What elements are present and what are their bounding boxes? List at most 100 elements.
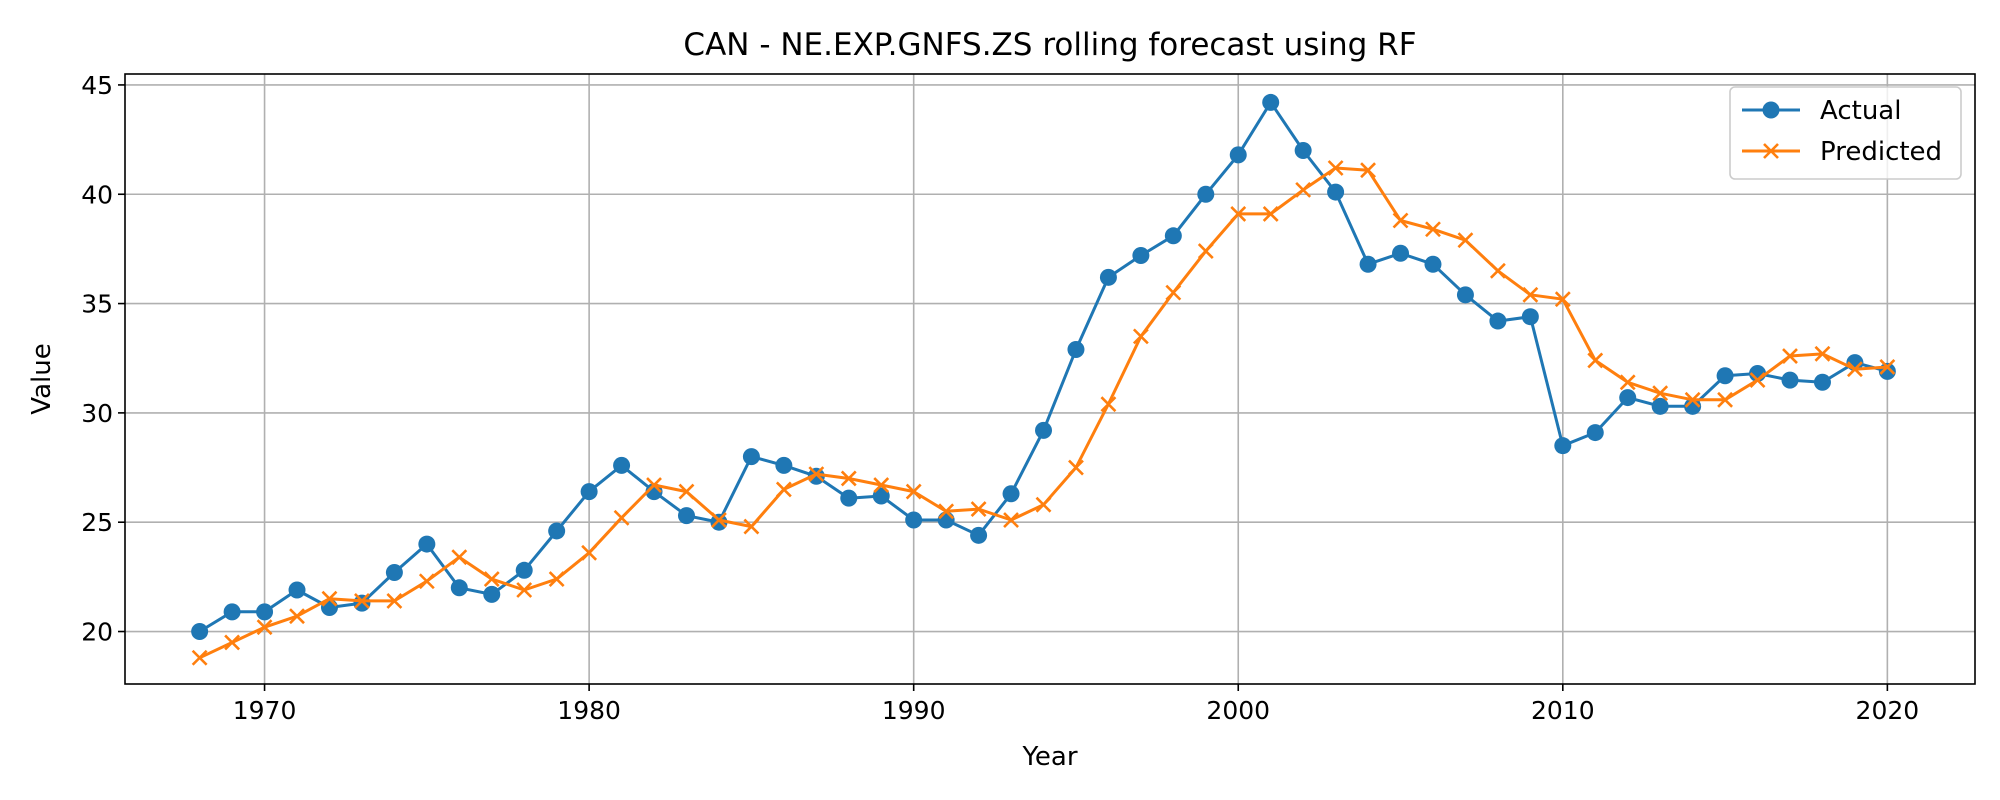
data-point-predicted <box>1197 243 1214 260</box>
data-point-predicted <box>386 592 403 609</box>
data-point-actual <box>1164 227 1182 245</box>
data-point-predicted <box>775 481 792 498</box>
data-point-actual <box>872 487 890 505</box>
x-tick-label: 1970 <box>233 696 297 725</box>
data-point-predicted <box>1262 206 1279 222</box>
data-point-actual <box>1521 308 1539 326</box>
data-point-predicted <box>1295 181 1312 198</box>
data-point-predicted <box>1457 232 1474 249</box>
data-point-predicted <box>1003 512 1019 528</box>
data-point-predicted <box>970 501 987 518</box>
data-point-actual <box>1424 255 1442 273</box>
data-point-actual <box>1262 93 1280 111</box>
legend-predicted-label: Predicted <box>1820 137 1942 167</box>
data-point-predicted <box>1684 391 1701 408</box>
data-point-actual <box>613 456 631 474</box>
x-tick-label: 1980 <box>557 696 621 725</box>
data-point-actual <box>742 448 760 466</box>
data-point-actual <box>191 623 209 641</box>
plot-frame <box>124 73 1976 685</box>
data-point-actual <box>1132 246 1150 264</box>
y-tick-label: 25 <box>81 508 113 537</box>
data-point-actual <box>937 511 955 529</box>
data-point-predicted <box>646 477 662 493</box>
data-point-predicted <box>1100 396 1117 413</box>
x-tick-label: 2020 <box>1856 696 1920 725</box>
data-point-actual <box>1229 146 1247 164</box>
data-point-actual <box>1684 397 1702 415</box>
data-point-actual <box>418 535 436 553</box>
data-point-actual <box>580 483 598 501</box>
data-point-predicted <box>743 518 760 535</box>
data-point-actual <box>1586 424 1604 442</box>
data-point-actual <box>288 581 306 599</box>
data-point-actual <box>1781 371 1799 389</box>
data-point-actual <box>1651 397 1669 415</box>
data-point-predicted <box>321 590 338 607</box>
data-point-actual <box>1067 340 1085 358</box>
data-point-predicted <box>516 582 533 598</box>
data-point-predicted <box>1652 385 1669 402</box>
data-point-predicted <box>1554 291 1571 308</box>
data-point-predicted <box>1165 284 1182 301</box>
data-point-predicted <box>613 509 630 526</box>
data-point-actual <box>450 579 468 597</box>
legend-actual-marker <box>1762 101 1780 119</box>
legend: Actual Predicted <box>1729 86 1962 180</box>
data-point-predicted <box>1132 328 1149 345</box>
data-point-predicted <box>581 544 598 561</box>
legend-actual-label: Actual <box>1820 96 1901 126</box>
data-point-actual <box>1294 142 1312 160</box>
y-tick-label: 30 <box>81 399 113 428</box>
data-point-actual <box>1813 373 1831 391</box>
data-point-predicted <box>354 592 370 609</box>
data-point-predicted <box>224 634 241 651</box>
data-point-actual <box>223 603 241 621</box>
data-point-actual <box>905 511 923 529</box>
data-point-predicted <box>840 470 857 487</box>
data-point-actual <box>840 489 858 507</box>
data-point-actual <box>775 456 793 474</box>
data-point-predicted <box>289 608 305 625</box>
data-point-actual <box>385 563 403 581</box>
data-point-actual <box>1035 421 1053 439</box>
data-point-predicted <box>1489 262 1506 279</box>
data-point-predicted <box>711 512 727 528</box>
data-point-predicted <box>1360 162 1376 179</box>
data-point-predicted <box>1425 221 1441 238</box>
data-point-predicted <box>938 503 955 520</box>
data-point-predicted <box>191 649 208 666</box>
data-point-actual <box>1099 268 1117 286</box>
data-point-predicted <box>418 573 435 590</box>
y-tick-label: 35 <box>81 290 113 319</box>
data-point-actual <box>515 561 533 579</box>
data-point-predicted <box>483 571 500 587</box>
data-point-actual <box>1002 485 1020 503</box>
data-point-predicted <box>808 466 825 483</box>
data-point-predicted <box>1230 206 1247 222</box>
data-point-actual <box>1456 286 1474 304</box>
data-point-predicted <box>1749 372 1766 389</box>
data-point-actual <box>483 585 501 603</box>
data-point-actual <box>1327 183 1345 201</box>
data-point-predicted <box>905 483 922 500</box>
data-point-actual <box>807 467 825 485</box>
data-point-predicted <box>1035 496 1052 513</box>
data-point-predicted <box>1782 348 1798 364</box>
data-point-predicted <box>256 619 273 636</box>
data-point-predicted <box>451 549 468 566</box>
data-point-predicted <box>1814 345 1831 362</box>
data-point-predicted <box>1587 352 1604 369</box>
x-tick-label: 1990 <box>882 696 946 725</box>
data-point-predicted <box>1846 361 1863 378</box>
data-point-actual <box>548 522 566 540</box>
data-point-actual <box>1392 244 1410 262</box>
data-point-actual <box>1716 367 1734 385</box>
data-point-actual <box>1359 255 1377 273</box>
y-tick-label: 20 <box>81 618 113 647</box>
data-point-actual <box>1489 312 1507 330</box>
data-point-actual <box>1197 185 1215 203</box>
grid <box>125 74 1975 684</box>
